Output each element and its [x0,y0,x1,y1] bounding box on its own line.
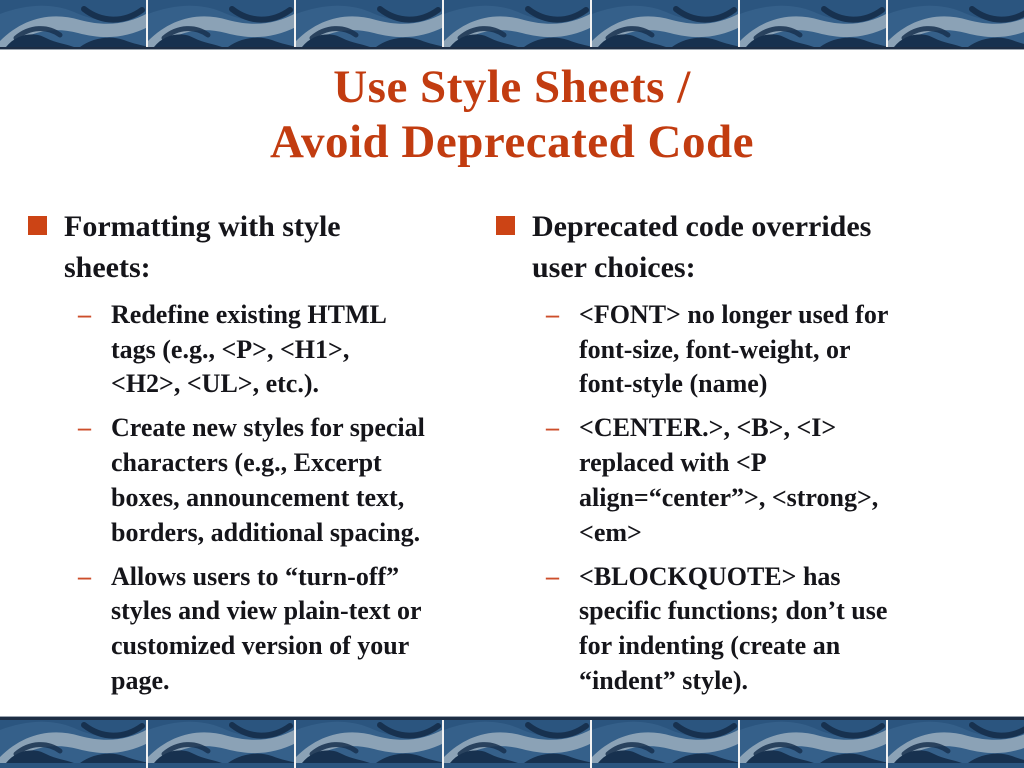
dash-bullet-icon: – [546,413,559,443]
sub-bullet-text: <BLOCKQUOTE> has specific functions; don… [579,561,888,696]
slide-title: Use Style Sheets / Avoid Deprecated Code [270,61,754,168]
sub-bullet-item: – <CENTER.>, <B>, <I> replaced with <P a… [546,411,988,550]
square-bullet-icon [496,216,515,235]
sub-bullet-item: – Redefine existing HTML tags (e.g., <P>… [78,298,484,402]
sub-bullet-text: Redefine existing HTML tags (e.g., <P>, … [111,299,387,399]
sub-bullet-text: Create new styles for special characters… [111,413,425,547]
sub-bullet-item: – <BLOCKQUOTE> has specific functions; d… [546,560,988,699]
sub-bullet-text: <FONT> no longer used for font-size, fon… [579,299,889,399]
bullet-item-heading: Deprecated code overrides user choices: [496,206,988,289]
dash-bullet-icon: – [546,561,559,591]
sub-bullet-item: – <FONT> no longer used for font-size, f… [546,298,988,402]
sub-bullet-text: <CENTER.>, <B>, <I> replaced with <P ali… [579,413,879,547]
dash-bullet-icon: – [546,299,559,329]
dash-bullet-icon: – [78,299,91,329]
decorative-wave-band-top-icon [0,0,1024,50]
sub-bullet-text: Allows users to “turn-off” styles and vi… [111,561,422,696]
sub-bullet-item: – Create new styles for special characte… [78,411,484,550]
bullet-item-heading: Formatting with style sheets: [28,206,484,289]
bullet-heading-text: Formatting with style sheets: [64,210,341,285]
dash-bullet-icon: – [78,413,91,443]
bullet-heading-text: Deprecated code overrides user choices: [532,210,872,285]
sub-bullet-item: – Allows users to “turn-off” styles and … [78,560,484,699]
column-left: Formatting with style sheets: – Redefine… [28,206,484,699]
dash-bullet-icon: – [78,561,91,591]
decorative-wave-band-bottom-icon [0,716,1024,768]
square-bullet-icon [28,216,47,235]
column-right: Deprecated code overrides user choices: … [496,206,988,699]
